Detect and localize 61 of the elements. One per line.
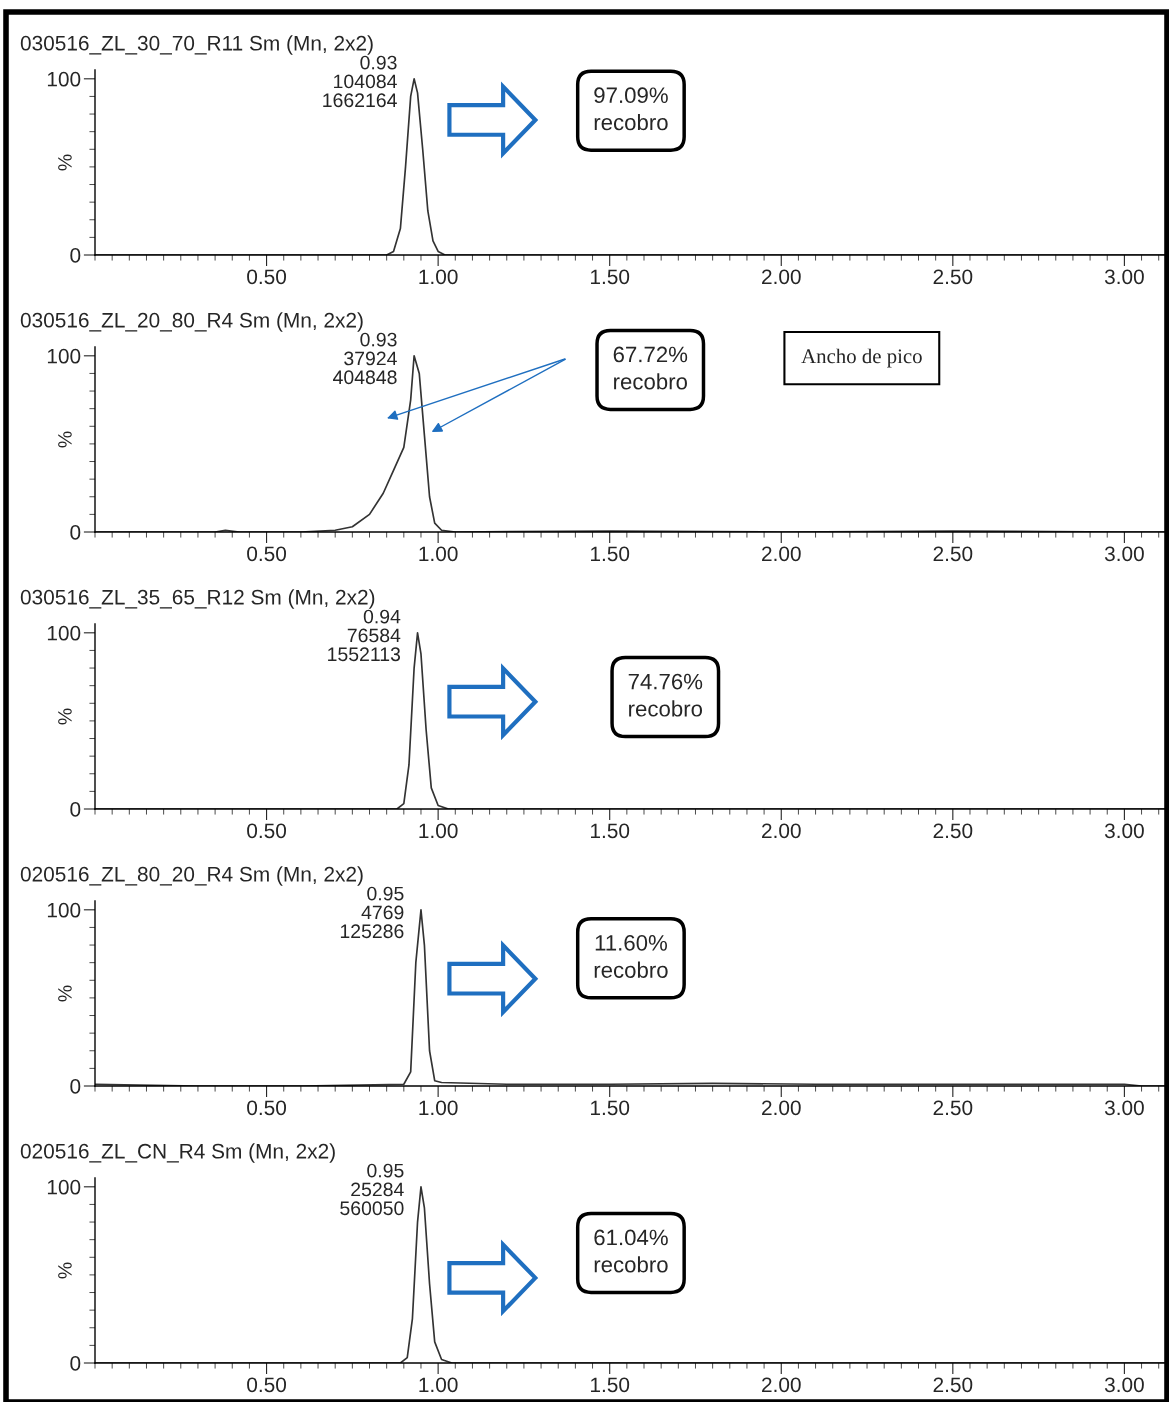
- x-tick-label: 1.50: [591, 546, 630, 562]
- x-tick-label: 0.50: [247, 546, 287, 562]
- y-axis-title: %: [58, 154, 72, 171]
- x-tick-label: 0.50: [247, 1100, 287, 1116]
- x-tick-label: 0.50: [247, 269, 287, 285]
- x-tick-label: 1.00: [419, 823, 458, 839]
- x-tick-label: 2.00: [762, 1100, 801, 1116]
- chart-title: 020516_ZL_80_20_R4 Sm (Mn, 2x2): [20, 866, 363, 886]
- x-tick-label: 1.50: [591, 1100, 630, 1116]
- x-tick-label: 0.50: [247, 1377, 287, 1393]
- x-tick-label: 2.00: [762, 1377, 801, 1393]
- y-tick-label: 0: [70, 802, 81, 817]
- annotation: 0.95 25284 560050: [340, 1163, 404, 1216]
- y-tick-label: 0: [70, 1079, 81, 1094]
- annotation: 74.76% recobro: [628, 673, 703, 717]
- annotation: 11.60% recobro: [594, 935, 668, 978]
- y-tick-label: 100: [47, 348, 81, 364]
- annotation: 0.94 76584 1552113: [328, 609, 401, 662]
- x-tick-label: 3.00: [1104, 269, 1144, 285]
- y-tick-label: 0: [70, 1356, 81, 1371]
- x-tick-label: 1.50: [591, 1377, 630, 1393]
- x-tick-label: 2.00: [762, 823, 801, 839]
- chart-title: 030516_ZL_35_65_R12 Sm (Mn, 2x2): [20, 589, 375, 609]
- chart-title: 030516_ZL_20_80_R4 Sm (Mn, 2x2): [20, 312, 363, 332]
- x-tick-label: 1.50: [591, 269, 630, 285]
- y-axis-title: %: [58, 1262, 72, 1279]
- y-tick-label: 0: [70, 248, 81, 263]
- annotation: 97.09% recobro: [594, 87, 668, 131]
- x-tick-label: 2.50: [933, 823, 973, 839]
- x-tick-label: 2.50: [933, 1100, 973, 1116]
- x-tick-label: 0.50: [247, 823, 287, 839]
- x-tick-label: 1.00: [419, 269, 458, 285]
- y-tick-label: 100: [47, 625, 81, 641]
- annotation: 0.95 4769 125286: [340, 886, 404, 939]
- x-tick-label: 3.00: [1104, 823, 1144, 839]
- y-axis-title: %: [58, 708, 72, 725]
- y-axis-title: %: [58, 985, 72, 1002]
- x-tick-label: 1.50: [591, 823, 630, 839]
- x-tick-label: 1.00: [419, 1100, 458, 1116]
- y-tick-label: 100: [47, 902, 81, 918]
- x-tick-label: 2.00: [762, 546, 801, 562]
- y-axis-title: %: [58, 431, 72, 448]
- x-tick-label: 3.00: [1104, 546, 1144, 562]
- x-tick-label: 2.50: [933, 269, 973, 285]
- chart-title: 020516_ZL_CN_R4 Sm (Mn, 2x2): [20, 1143, 335, 1163]
- x-tick-label: 2.50: [933, 1377, 973, 1393]
- y-tick-label: 0: [70, 525, 81, 540]
- x-tick-label: 1.00: [419, 1377, 458, 1393]
- annotation: 0.93 104084 1662164: [323, 55, 397, 108]
- chart-title: 030516_ZL_30_70_R11 Sm (Mn, 2x2): [20, 35, 373, 55]
- y-tick-label: 100: [47, 1179, 81, 1195]
- x-tick-label: 2.50: [933, 546, 973, 562]
- annotation: 61.04% recobro: [594, 1229, 668, 1273]
- annotation: 67.72% recobro: [613, 346, 688, 390]
- annotation: 0.93 37924 404848: [333, 332, 397, 385]
- x-tick-label: 3.00: [1104, 1377, 1144, 1393]
- x-tick-label: 2.00: [762, 269, 801, 285]
- x-tick-label: 1.00: [419, 546, 458, 562]
- annotation: Ancho de pico: [801, 348, 922, 368]
- y-tick-label: 100: [47, 71, 81, 87]
- x-tick-label: 3.00: [1104, 1100, 1144, 1116]
